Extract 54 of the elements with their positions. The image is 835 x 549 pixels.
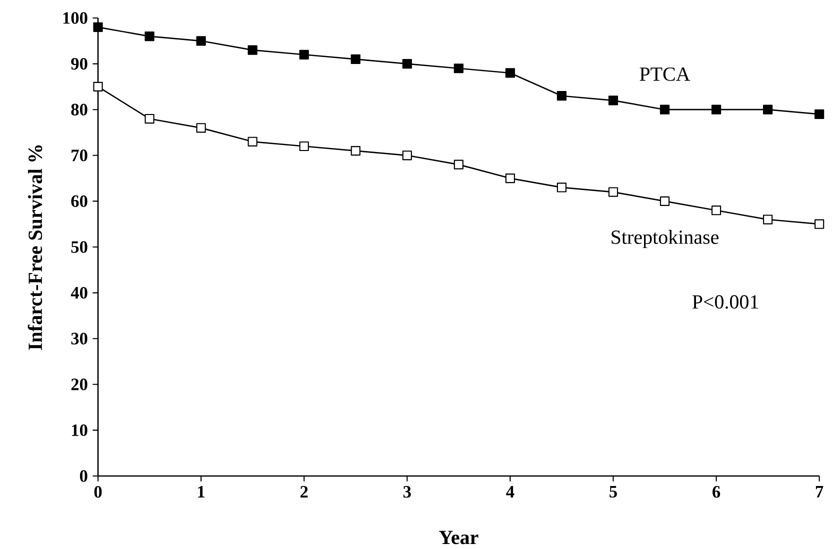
- point: [402, 59, 412, 69]
- y-tick-label: 80: [71, 104, 88, 116]
- x-tick-label: 2: [300, 486, 308, 498]
- point: [350, 54, 360, 64]
- y-tick-label: 20: [71, 378, 88, 390]
- point: [763, 214, 773, 225]
- y-axis-title: Infarct-Free Survival %: [28, 146, 42, 350]
- point: [556, 91, 567, 101]
- series-label: PTCA: [640, 68, 690, 82]
- point: [144, 114, 154, 124]
- point: [93, 82, 103, 92]
- x-axis-title: Year: [439, 531, 478, 544]
- point: [660, 104, 670, 115]
- y-tick-label: 60: [71, 196, 88, 208]
- y-tick-label: 10: [72, 424, 88, 436]
- point: [711, 104, 722, 115]
- x-tick-label: 6: [712, 486, 720, 498]
- point: [299, 142, 309, 152]
- point: [196, 123, 206, 133]
- point: [814, 219, 824, 230]
- point: [763, 104, 773, 115]
- point: [711, 206, 722, 216]
- point: [299, 50, 309, 60]
- x-tick-label: 5: [610, 486, 617, 498]
- point: [505, 68, 515, 78]
- point: [814, 110, 824, 120]
- point: [608, 187, 618, 198]
- point: [248, 137, 258, 147]
- series-label: Streptokinase: [612, 230, 718, 248]
- point: [350, 146, 360, 156]
- y-tick-label: 90: [71, 58, 88, 70]
- point: [144, 32, 154, 42]
- point: [454, 64, 464, 74]
- point: [608, 96, 618, 106]
- annotation: P<0.001: [692, 295, 758, 309]
- y-tick-label: 70: [72, 150, 88, 162]
- point: [93, 22, 103, 32]
- point: [248, 45, 258, 56]
- point: [556, 182, 567, 192]
- y-tick-label: 40: [70, 287, 88, 299]
- x-tick-label: 4: [506, 486, 514, 498]
- point: [454, 160, 464, 170]
- x-tick-label: 0: [94, 486, 102, 498]
- point: [196, 36, 206, 46]
- y-tick-label: 100: [63, 12, 88, 24]
- x-tick-label: 7: [816, 486, 824, 498]
- y-tick-label: 30: [71, 332, 88, 345]
- y-tick-label: 0: [80, 470, 88, 482]
- y-tick-label: 50: [71, 241, 88, 254]
- x-tick-label: 1: [198, 486, 204, 498]
- point: [402, 150, 412, 160]
- x-tick-label: 3: [403, 486, 411, 498]
- point: [660, 196, 670, 206]
- point: [505, 174, 515, 184]
